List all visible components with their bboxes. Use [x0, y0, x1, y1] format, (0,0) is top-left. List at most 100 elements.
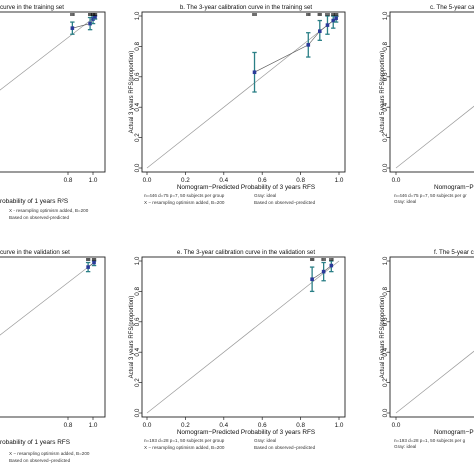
chart-title: c. The 5-year calibration: [430, 4, 474, 11]
x-tick-label: 0.8: [296, 422, 305, 429]
y-tick-label: 0.2: [382, 133, 389, 142]
x-tick-label: 0.6: [258, 177, 267, 184]
y-tick-label: 0.4: [134, 347, 141, 356]
y-tick-label: 0.6: [134, 317, 141, 326]
plot-frame: [0, 11, 106, 173]
x-tick-label: 0.8: [64, 177, 73, 184]
ideal-line: [0, 15, 97, 91]
y-tick-label: 0.2: [134, 133, 141, 142]
y-tick-label: 0.0: [382, 163, 389, 172]
y-tick-label: 0.4: [382, 347, 389, 356]
y-axis-label: Actual 5 years RFS(proportion): [380, 296, 386, 379]
x-axis-label: robability of 1 years RFS: [0, 439, 70, 446]
x-tick-label: 0.4: [219, 177, 228, 184]
y-tick-label: 0.0: [382, 408, 389, 417]
y-tick-label: 0.6: [382, 72, 389, 81]
y-tick-label: 0.6: [134, 72, 141, 81]
y-tick-label: 0.8: [134, 42, 141, 51]
footnote: Gray: ideal: [394, 444, 416, 449]
y-tick-label: 0.2: [134, 378, 141, 387]
y-tick-label: 0.8: [382, 287, 389, 296]
data-point: [92, 260, 96, 265]
footnote: X - resampling optimism added, B=200: [9, 208, 89, 213]
x-axis-label: Nomogram−Predicti: [434, 429, 474, 436]
data-point: [310, 277, 314, 282]
plot-frame: [389, 11, 474, 173]
y-tick-label: 0.2: [382, 378, 389, 387]
panel-d: curve in the validation set 0.8 1.0 robabil…: [0, 249, 106, 463]
footnote: X − resampling optimism added, B=200: [144, 200, 225, 205]
x-axis-label: Nomogram−Predicted Probability of 3 year…: [177, 184, 315, 191]
x-tick-label: 0.2: [181, 177, 190, 184]
x-tick-label: 0.0: [143, 177, 152, 184]
x-tick-label: 0.6: [258, 422, 267, 429]
x-tick-label: 0.0: [143, 422, 152, 429]
data-point: [86, 265, 90, 269]
x-axis-label: robability of 1 years R²S: [0, 198, 68, 205]
y-tick-label: 1.0: [134, 11, 141, 20]
y-tick-label: 0.6: [382, 317, 389, 326]
x-axis-label: Nomogram−Predicti: [434, 184, 474, 191]
y-tick-label: 0.0: [134, 163, 141, 172]
y-tick-label: 0.8: [134, 287, 141, 296]
data-point: [306, 43, 311, 47]
y-tick-label: 0.0: [134, 408, 141, 417]
panel-a: curve in the training set 0.8 1.0 robabilit…: [0, 4, 106, 220]
chart-title: f. The 5-year calib: [434, 249, 474, 256]
x-axis-label: Nomogram−Predicted Probability of 3 year…: [177, 429, 315, 436]
y-tick-label: 1.0: [134, 256, 141, 265]
y-axis-label: Actual 3 years RFS(proportion): [129, 296, 135, 379]
panel-c: c. The 5-year calibration 0.0 0.2 0.4 0.6 0.8…: [380, 4, 474, 204]
data-point: [334, 16, 338, 21]
data-point: [318, 29, 322, 33]
chart-title: e. The 3-year calibration curve in the v…: [177, 249, 315, 256]
plot-frame: [389, 256, 474, 418]
footnote: Gray: ideal: [394, 199, 416, 204]
x-tick-label: 0.0: [392, 422, 401, 429]
footnote: Based on observed-predicted: [9, 215, 69, 220]
x-tick-label: 0.8: [296, 177, 305, 184]
footnote: Gray: ideal: [254, 438, 276, 443]
x-tick-label: 0.2: [181, 422, 190, 429]
footnote: X − resampling optimism added, B=200: [144, 445, 225, 450]
y-tick-label: 0.8: [382, 42, 389, 51]
ideal-line: [0, 260, 97, 336]
ideal-line: [146, 260, 340, 414]
panel-f: f. The 5-year calib 0.0 0.2 0.4 0.6 0.8 1.0 0.0…: [380, 249, 474, 449]
y-tick-label: 1.0: [382, 11, 389, 20]
data-point: [325, 23, 330, 27]
footnote: Based on observed−predicted: [9, 458, 71, 463]
panel-e: e. The 3-year calibration curve in the v…: [129, 249, 346, 450]
chart-title: curve in the validation set: [0, 249, 70, 256]
footnote: Based on observed−predicted: [254, 200, 316, 205]
data-point: [252, 70, 257, 75]
x-tick-label: 1.0: [335, 177, 344, 184]
chart-title: curve in the training set: [0, 4, 64, 11]
y-tick-label: 0.4: [382, 102, 389, 111]
data-point: [88, 21, 92, 26]
x-tick-label: 0.8: [64, 422, 73, 429]
footnote: n=193 d=28 p=1, 50 subjects per group: [144, 438, 225, 443]
plot-frame: [0, 256, 106, 418]
footnote: n=446 d=75 p=7, 50 subjects per gr: [394, 193, 467, 198]
data-point: [70, 26, 75, 30]
footnote: n=446 d=75 p=7, 50 subjects per group: [144, 193, 225, 198]
data-point: [321, 269, 326, 274]
panel-b: b. The 3-year calibration curve in the t…: [129, 4, 346, 205]
plot-frame: [141, 11, 346, 173]
data-point: [331, 18, 336, 23]
data-point: [93, 14, 97, 19]
y-tick-label: 1.0: [382, 256, 389, 265]
chart-title: b. The 3-year calibration curve in the t…: [180, 4, 313, 11]
y-axis-label: Actual 3 years RFS(proportion): [129, 51, 135, 134]
footnote: Based on observed−predicted: [254, 445, 316, 450]
y-tick-label: 0.4: [134, 102, 141, 111]
x-tick-label: 1.0: [89, 177, 98, 184]
x-tick-label: 1.0: [335, 422, 344, 429]
footnote: Gray: ideal: [254, 193, 276, 198]
ideal-line: [395, 105, 474, 169]
ideal-line: [395, 350, 474, 414]
data-point: [329, 263, 334, 268]
calibration-line: [311, 265, 332, 280]
